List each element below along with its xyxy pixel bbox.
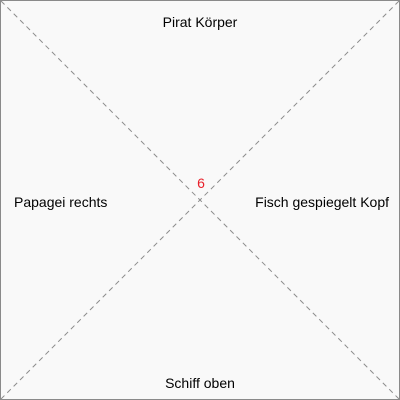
tile-number: 6 [197, 175, 205, 191]
edge-label-bottom: Schiff oben [165, 375, 235, 391]
edge-label-right: Fisch gespiegelt Kopf [255, 194, 389, 210]
edge-label-left: Papagei rechts [14, 194, 108, 210]
edge-label-top: Pirat Körper [162, 14, 238, 30]
